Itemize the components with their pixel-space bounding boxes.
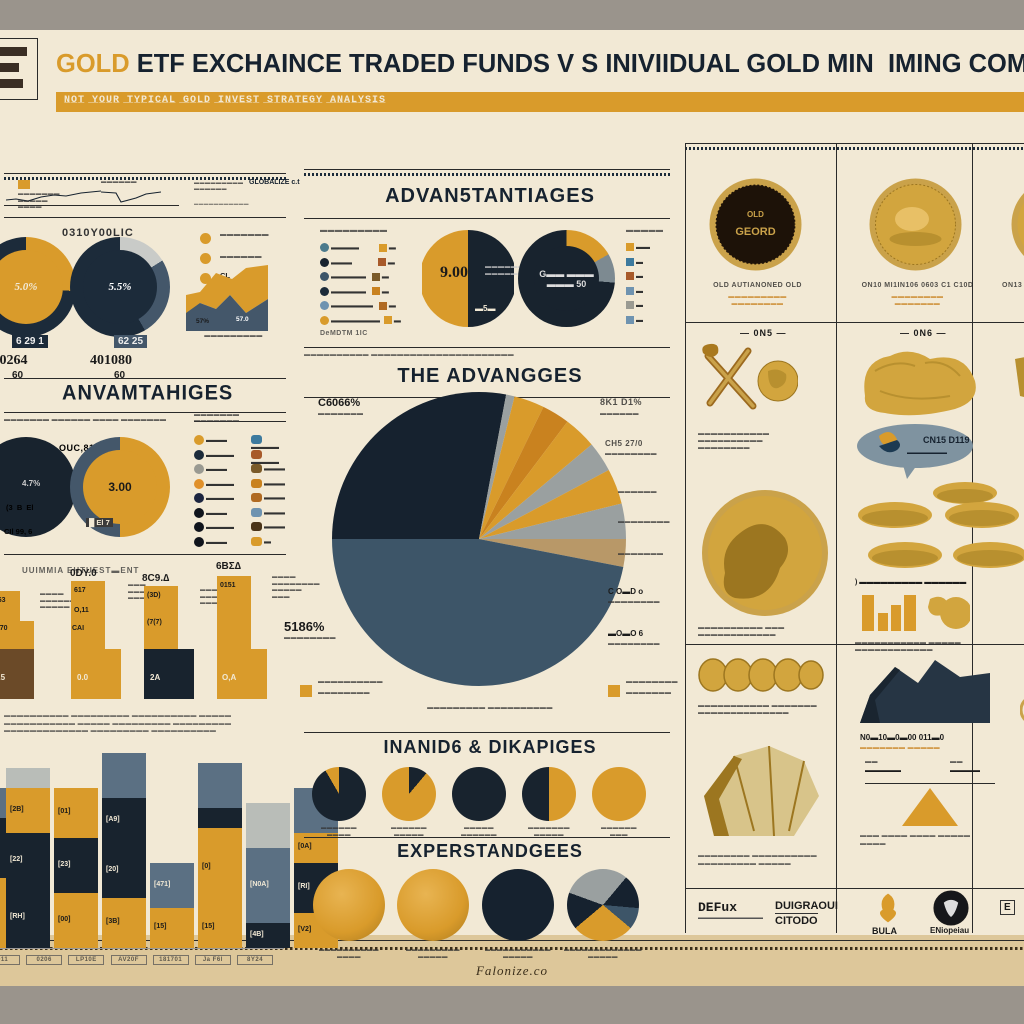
- svg-text:OLD: OLD: [747, 210, 764, 219]
- svg-text:CN15 D119: CN15 D119: [923, 435, 970, 445]
- svg-text:▬▬▬▬▬▬▬▬: ▬▬▬▬▬▬▬▬: [907, 450, 947, 456]
- svg-text:57.0: 57.0: [236, 316, 249, 323]
- svg-text:GEORD: GEORD: [735, 226, 775, 238]
- svg-text:57%: 57%: [196, 318, 209, 325]
